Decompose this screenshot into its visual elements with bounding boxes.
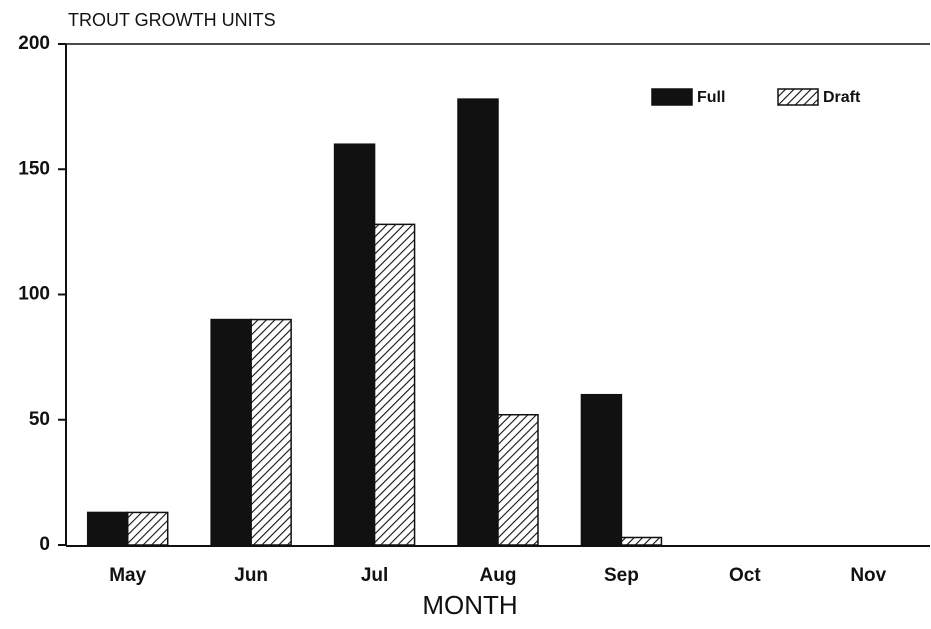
y-tick-label: 100: [18, 284, 50, 305]
bar: [457, 98, 499, 546]
y-tick-label: 200: [18, 33, 50, 54]
bar: [580, 393, 623, 546]
x-tick-label: Jul: [361, 565, 388, 586]
y-tick-label: 150: [18, 158, 50, 179]
x-tick-label: Sep: [604, 565, 639, 586]
bar: [373, 223, 416, 546]
legend-swatch: [777, 88, 819, 106]
x-tick-label: Aug: [480, 565, 517, 586]
legend-label: Full: [697, 89, 725, 106]
x-tick-label: Jun: [234, 565, 268, 586]
bar: [86, 511, 129, 546]
y-tick-label: 0: [39, 534, 50, 555]
legend-swatch: [651, 88, 693, 106]
bar: [250, 318, 292, 546]
x-tick-label: Oct: [729, 565, 761, 586]
legend-label: Draft: [823, 89, 861, 106]
bar: [126, 511, 169, 546]
x-axis-label: MONTH: [422, 590, 517, 620]
bar: [620, 536, 663, 546]
x-tick-label: Nov: [850, 565, 886, 586]
bar: [333, 143, 376, 546]
x-tick-label: May: [109, 565, 146, 586]
bar: [210, 318, 252, 546]
y-tick-label: 50: [29, 409, 50, 430]
chart-title: TROUT GROWTH UNITS: [68, 10, 276, 30]
bar: [497, 413, 539, 546]
